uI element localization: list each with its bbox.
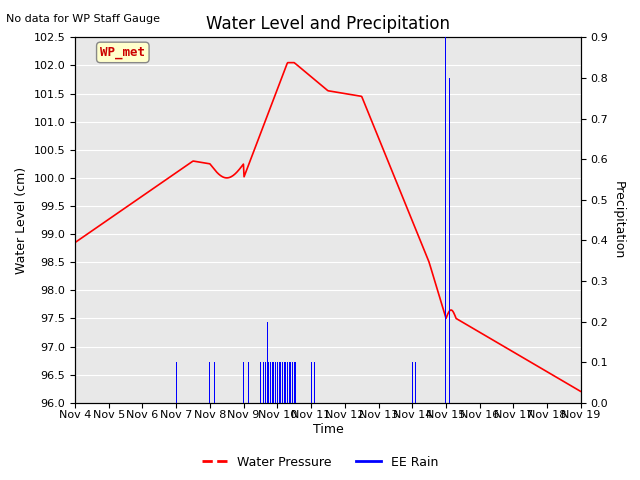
Bar bbox=[267, 322, 268, 403]
Bar bbox=[243, 362, 244, 403]
Legend: Water Pressure, EE Rain: Water Pressure, EE Rain bbox=[196, 451, 444, 474]
Bar bbox=[275, 362, 276, 403]
Bar bbox=[260, 362, 261, 403]
Bar bbox=[284, 362, 285, 403]
Bar bbox=[277, 362, 278, 403]
Bar bbox=[314, 362, 315, 403]
Bar bbox=[278, 362, 280, 403]
Y-axis label: Precipitation: Precipitation bbox=[612, 181, 625, 259]
Bar bbox=[287, 362, 288, 403]
Bar bbox=[272, 362, 273, 403]
Bar bbox=[285, 362, 286, 403]
Bar bbox=[310, 362, 312, 403]
Bar bbox=[214, 362, 216, 403]
Bar bbox=[176, 362, 177, 403]
Bar bbox=[415, 362, 416, 403]
Bar bbox=[412, 362, 413, 403]
Bar bbox=[289, 362, 290, 403]
Bar bbox=[449, 78, 450, 403]
X-axis label: Time: Time bbox=[312, 423, 343, 436]
Bar bbox=[248, 362, 249, 403]
Bar bbox=[292, 362, 293, 403]
Bar bbox=[273, 362, 275, 403]
Bar bbox=[270, 362, 271, 403]
Bar bbox=[294, 362, 295, 403]
Bar bbox=[268, 362, 269, 403]
Text: No data for WP Staff Gauge: No data for WP Staff Gauge bbox=[6, 14, 161, 24]
Title: Water Level and Precipitation: Water Level and Precipitation bbox=[206, 15, 450, 33]
Bar bbox=[282, 362, 283, 403]
Bar bbox=[280, 362, 281, 403]
Bar bbox=[209, 362, 211, 403]
Y-axis label: Water Level (cm): Water Level (cm) bbox=[15, 167, 28, 274]
Text: WP_met: WP_met bbox=[100, 46, 145, 59]
Bar bbox=[265, 362, 266, 403]
Bar bbox=[445, 37, 447, 403]
